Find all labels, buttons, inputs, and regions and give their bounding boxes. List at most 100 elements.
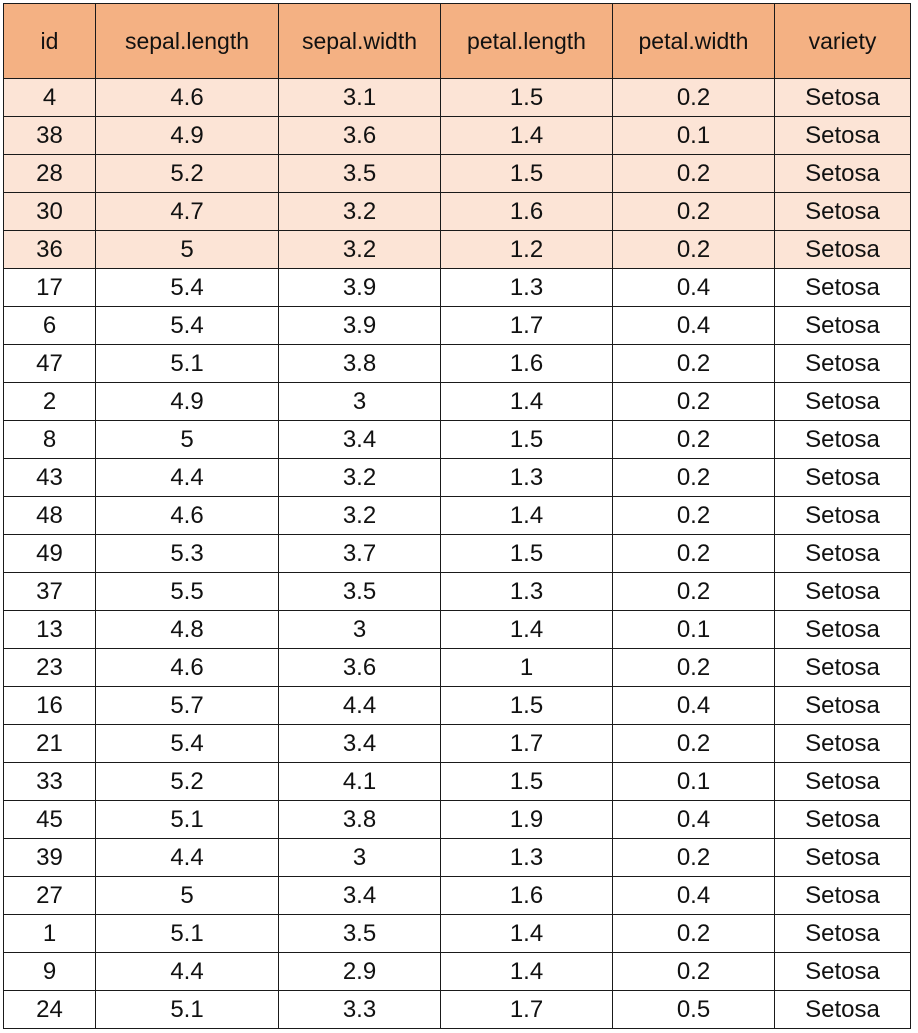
cell-sepal-width[interactable]: 3 bbox=[278, 838, 441, 877]
cell-id[interactable]: 36 bbox=[3, 230, 96, 269]
cell-petal-width[interactable]: 0.4 bbox=[612, 876, 775, 915]
cell-petal-width[interactable]: 0.2 bbox=[612, 382, 775, 421]
cell-sepal-length[interactable]: 5.3 bbox=[95, 534, 279, 573]
cell-sepal-length[interactable]: 5.1 bbox=[95, 800, 279, 839]
cell-sepal-width[interactable]: 3.4 bbox=[278, 876, 441, 915]
cell-id[interactable]: 43 bbox=[3, 458, 96, 497]
cell-petal-length[interactable]: 1.4 bbox=[440, 382, 613, 421]
cell-petal-length[interactable]: 1.3 bbox=[440, 268, 613, 307]
cell-petal-length[interactable]: 1.5 bbox=[440, 420, 613, 459]
cell-sepal-width[interactable]: 3.4 bbox=[278, 420, 441, 459]
cell-sepal-length[interactable]: 4.9 bbox=[95, 382, 279, 421]
cell-id[interactable]: 6 bbox=[3, 306, 96, 345]
cell-variety[interactable]: Setosa bbox=[774, 990, 911, 1029]
cell-sepal-width[interactable]: 3.5 bbox=[278, 572, 441, 611]
cell-petal-length[interactable]: 1.5 bbox=[440, 534, 613, 573]
cell-sepal-length[interactable]: 4.9 bbox=[95, 116, 279, 155]
cell-sepal-length[interactable]: 4.4 bbox=[95, 458, 279, 497]
cell-id[interactable]: 9 bbox=[3, 952, 96, 991]
cell-variety[interactable]: Setosa bbox=[774, 610, 911, 649]
cell-petal-width[interactable]: 0.2 bbox=[612, 458, 775, 497]
cell-petal-length[interactable]: 1.7 bbox=[440, 990, 613, 1029]
cell-petal-length[interactable]: 1.4 bbox=[440, 496, 613, 535]
cell-variety[interactable]: Setosa bbox=[774, 648, 911, 687]
column-header-sepal-width[interactable]: sepal.width bbox=[278, 3, 441, 79]
column-header-variety[interactable]: variety bbox=[774, 3, 911, 79]
cell-sepal-length[interactable]: 5 bbox=[95, 876, 279, 915]
cell-petal-width[interactable]: 0.2 bbox=[612, 914, 775, 953]
cell-sepal-length[interactable]: 5.5 bbox=[95, 572, 279, 611]
cell-petal-width[interactable]: 0.2 bbox=[612, 838, 775, 877]
cell-sepal-length[interactable]: 5.4 bbox=[95, 306, 279, 345]
column-header-petal-length[interactable]: petal.length bbox=[440, 3, 613, 79]
cell-petal-length[interactable]: 1.6 bbox=[440, 192, 613, 231]
cell-id[interactable]: 8 bbox=[3, 420, 96, 459]
cell-sepal-length[interactable]: 5.2 bbox=[95, 762, 279, 801]
cell-id[interactable]: 17 bbox=[3, 268, 96, 307]
cell-sepal-width[interactable]: 3.2 bbox=[278, 496, 441, 535]
column-header-id[interactable]: id bbox=[3, 3, 96, 79]
cell-petal-width[interactable]: 0.4 bbox=[612, 800, 775, 839]
cell-id[interactable]: 23 bbox=[3, 648, 96, 687]
cell-variety[interactable]: Setosa bbox=[774, 116, 911, 155]
cell-petal-width[interactable]: 0.2 bbox=[612, 420, 775, 459]
cell-petal-length[interactable]: 1.3 bbox=[440, 458, 613, 497]
cell-sepal-length[interactable]: 5.1 bbox=[95, 914, 279, 953]
cell-petal-width[interactable]: 0.2 bbox=[612, 648, 775, 687]
cell-variety[interactable]: Setosa bbox=[774, 762, 911, 801]
cell-petal-length[interactable]: 1.7 bbox=[440, 306, 613, 345]
cell-petal-width[interactable]: 0.4 bbox=[612, 306, 775, 345]
cell-id[interactable]: 4 bbox=[3, 78, 96, 117]
column-header-sepal-length[interactable]: sepal.length bbox=[95, 3, 279, 79]
cell-petal-width[interactable]: 0.2 bbox=[612, 572, 775, 611]
cell-variety[interactable]: Setosa bbox=[774, 534, 911, 573]
cell-sepal-length[interactable]: 5 bbox=[95, 420, 279, 459]
cell-sepal-width[interactable]: 3.2 bbox=[278, 458, 441, 497]
cell-id[interactable]: 16 bbox=[3, 686, 96, 725]
cell-sepal-width[interactable]: 4.4 bbox=[278, 686, 441, 725]
cell-petal-width[interactable]: 0.2 bbox=[612, 192, 775, 231]
cell-variety[interactable]: Setosa bbox=[774, 838, 911, 877]
cell-sepal-length[interactable]: 4.6 bbox=[95, 78, 279, 117]
cell-variety[interactable]: Setosa bbox=[774, 154, 911, 193]
cell-id[interactable]: 1 bbox=[3, 914, 96, 953]
cell-sepal-length[interactable]: 4.6 bbox=[95, 648, 279, 687]
cell-variety[interactable]: Setosa bbox=[774, 382, 911, 421]
cell-sepal-width[interactable]: 3.2 bbox=[278, 192, 441, 231]
cell-variety[interactable]: Setosa bbox=[774, 800, 911, 839]
cell-sepal-length[interactable]: 4.6 bbox=[95, 496, 279, 535]
cell-petal-width[interactable]: 0.2 bbox=[612, 496, 775, 535]
cell-variety[interactable]: Setosa bbox=[774, 496, 911, 535]
cell-id[interactable]: 27 bbox=[3, 876, 96, 915]
cell-petal-width[interactable]: 0.2 bbox=[612, 78, 775, 117]
cell-sepal-width[interactable]: 3.5 bbox=[278, 914, 441, 953]
cell-id[interactable]: 30 bbox=[3, 192, 96, 231]
cell-sepal-width[interactable]: 3.9 bbox=[278, 306, 441, 345]
cell-id[interactable]: 28 bbox=[3, 154, 96, 193]
cell-petal-length[interactable]: 1 bbox=[440, 648, 613, 687]
cell-petal-width[interactable]: 0.1 bbox=[612, 762, 775, 801]
cell-variety[interactable]: Setosa bbox=[774, 572, 911, 611]
cell-id[interactable]: 2 bbox=[3, 382, 96, 421]
cell-variety[interactable]: Setosa bbox=[774, 78, 911, 117]
cell-sepal-length[interactable]: 5.1 bbox=[95, 990, 279, 1029]
cell-sepal-width[interactable]: 3.9 bbox=[278, 268, 441, 307]
cell-petal-width[interactable]: 0.4 bbox=[612, 686, 775, 725]
cell-sepal-width[interactable]: 3.8 bbox=[278, 800, 441, 839]
cell-sepal-width[interactable]: 3 bbox=[278, 610, 441, 649]
cell-petal-width[interactable]: 0.2 bbox=[612, 724, 775, 763]
cell-id[interactable]: 49 bbox=[3, 534, 96, 573]
cell-petal-length[interactable]: 1.5 bbox=[440, 686, 613, 725]
cell-variety[interactable]: Setosa bbox=[774, 458, 911, 497]
cell-sepal-width[interactable]: 3.4 bbox=[278, 724, 441, 763]
cell-variety[interactable]: Setosa bbox=[774, 952, 911, 991]
cell-petal-length[interactable]: 1.2 bbox=[440, 230, 613, 269]
cell-petal-length[interactable]: 1.4 bbox=[440, 952, 613, 991]
cell-sepal-width[interactable]: 3.5 bbox=[278, 154, 441, 193]
cell-petal-width[interactable]: 0.1 bbox=[612, 116, 775, 155]
cell-variety[interactable]: Setosa bbox=[774, 192, 911, 231]
cell-sepal-length[interactable]: 5 bbox=[95, 230, 279, 269]
cell-sepal-width[interactable]: 3 bbox=[278, 382, 441, 421]
cell-sepal-length[interactable]: 5.2 bbox=[95, 154, 279, 193]
cell-variety[interactable]: Setosa bbox=[774, 306, 911, 345]
